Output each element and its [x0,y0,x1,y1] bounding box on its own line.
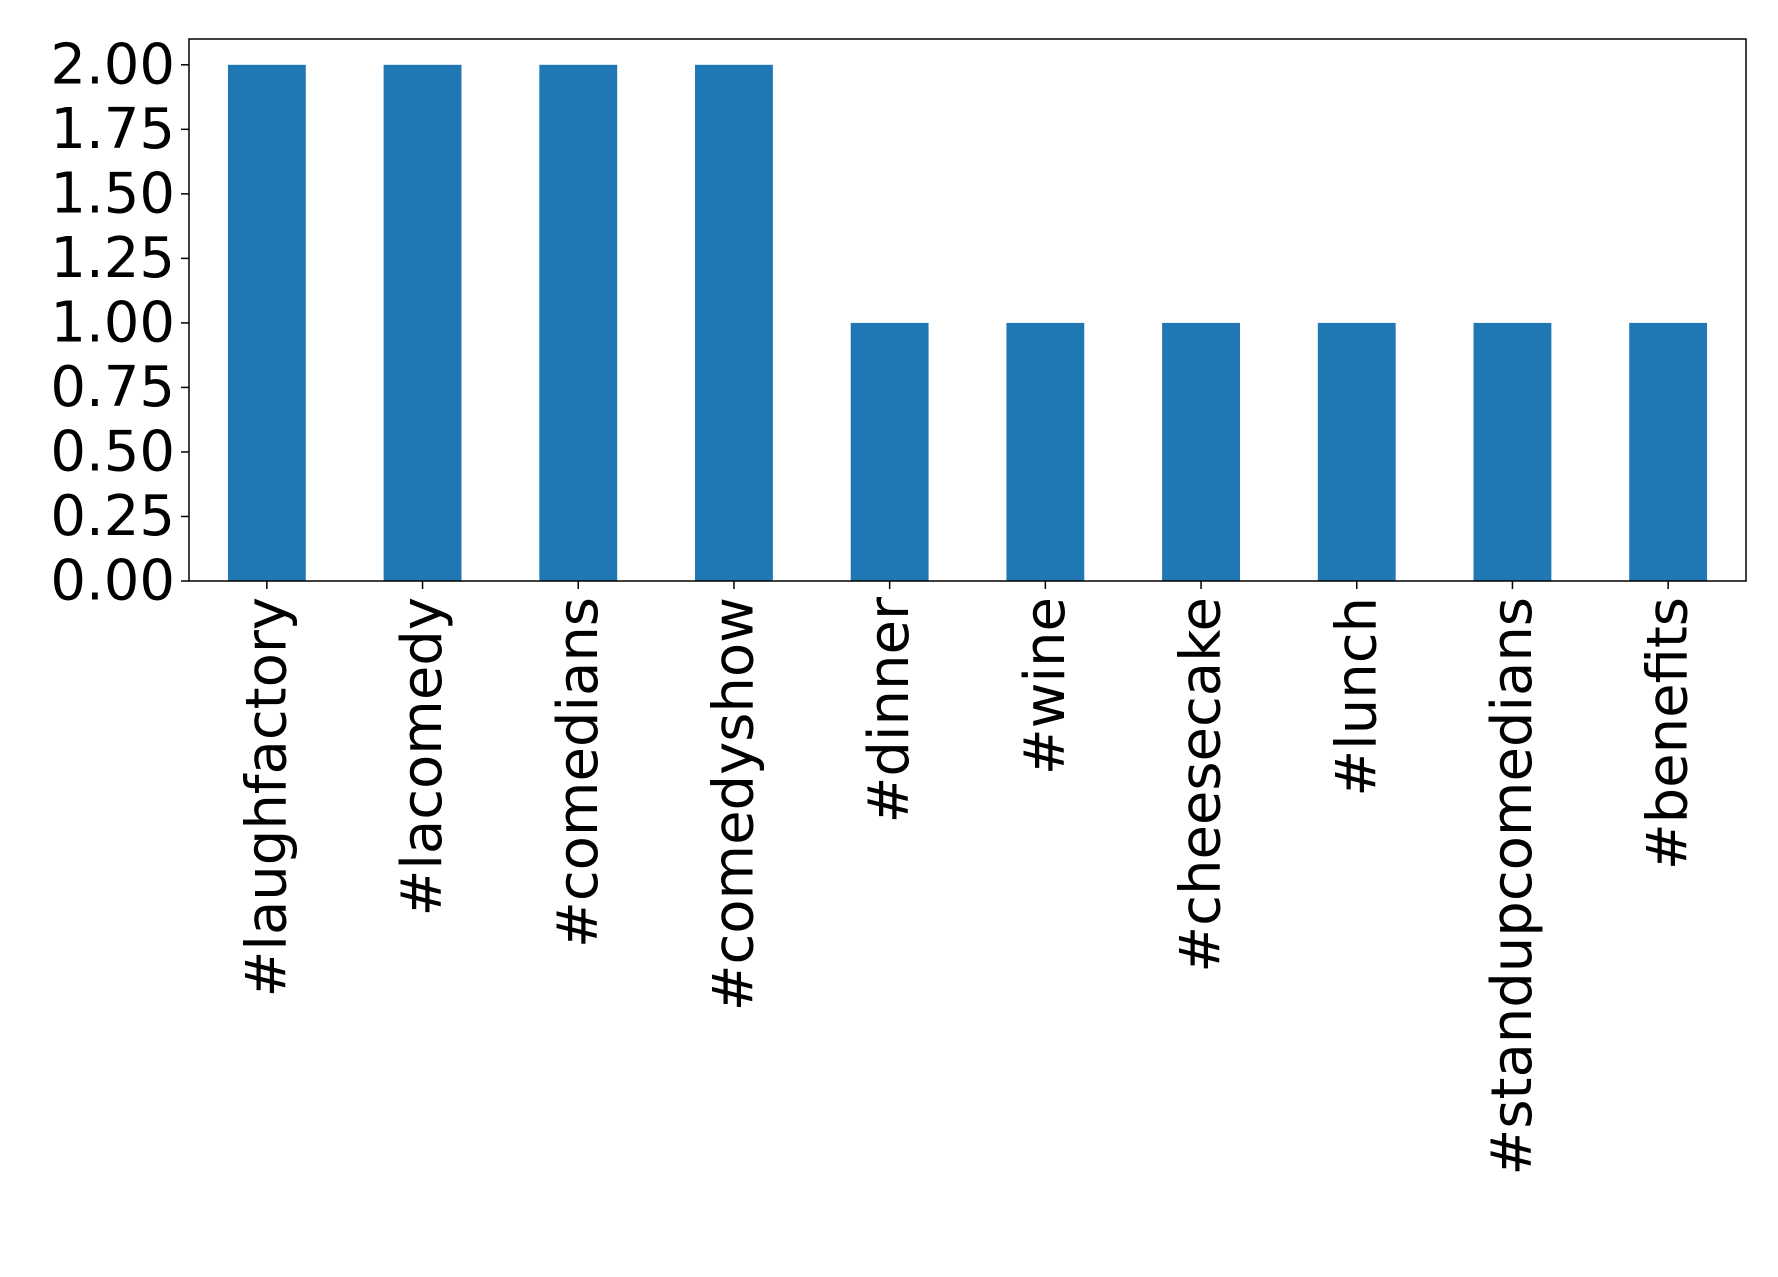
x-tick-label: #comedyshow [701,597,766,1011]
bar [539,64,618,581]
x-tick-label: #dinner [857,596,922,823]
bar [1317,322,1396,581]
y-tick-label: 1.50 [50,161,175,226]
x-tick-label: #cheesecake [1169,597,1234,973]
y-axis: 0.000.250.500.751.001.251.501.752.00 [50,32,189,614]
y-tick-label: 0.00 [50,549,175,614]
y-tick-label: 0.25 [50,484,175,549]
x-tick-label: #comedians [546,597,611,948]
y-tick-label: 0.50 [50,419,175,484]
bars-layer [227,64,1708,581]
x-tick-label: #lacomedy [390,597,455,917]
y-tick-label: 1.75 [50,97,175,162]
x-tick-label: #lunch [1324,597,1389,797]
x-tick-label: #wine [1013,597,1078,775]
bar [850,322,929,581]
bar [227,64,306,581]
y-tick-label: 1.25 [50,226,175,291]
x-tick-label: #laughfactory [234,597,299,998]
y-tick-label: 1.00 [50,290,175,355]
bar [1006,322,1085,581]
bar [1473,322,1552,581]
bar [383,64,462,581]
y-tick-label: 2.00 [50,32,175,97]
y-tick-label: 0.75 [50,355,175,420]
bar [695,64,773,581]
x-tick-label: #benefits [1636,597,1701,870]
bar [1629,322,1708,581]
bar [1162,322,1240,581]
x-axis: #laughfactory #lacomedy #comedians #comedys… [234,581,1701,1176]
x-tick-label: #standupcomedians [1480,597,1545,1176]
plot-frame [188,38,1747,582]
